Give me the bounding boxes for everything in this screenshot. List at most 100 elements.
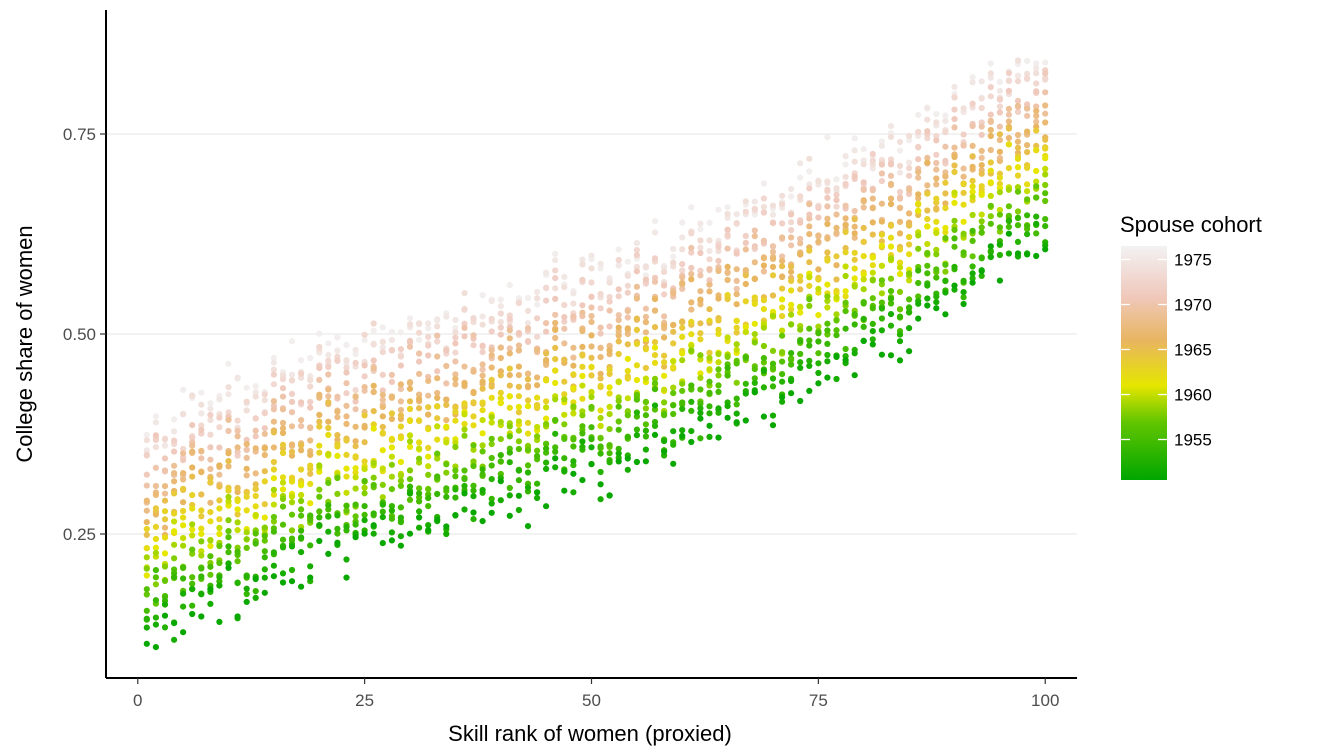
data-point xyxy=(606,323,613,330)
data-point xyxy=(769,211,777,218)
data-point xyxy=(896,147,904,154)
data-point xyxy=(697,249,704,257)
data-point xyxy=(234,527,241,534)
data-point xyxy=(642,458,650,465)
data-point xyxy=(579,309,586,316)
data-point xyxy=(397,472,404,479)
data-point xyxy=(334,414,341,421)
data-point xyxy=(951,153,958,161)
data-point xyxy=(942,224,949,232)
data-point xyxy=(915,315,922,322)
data-point xyxy=(425,486,432,493)
data-point xyxy=(434,490,441,498)
data-point xyxy=(515,342,523,349)
data-point xyxy=(361,373,368,380)
data-point xyxy=(1042,190,1049,197)
data-point xyxy=(470,509,477,516)
data-point xyxy=(751,389,758,396)
data-point xyxy=(570,410,577,417)
data-point xyxy=(561,435,568,442)
data-point xyxy=(216,462,223,469)
data-point xyxy=(388,410,395,417)
data-point xyxy=(416,445,423,452)
data-point xyxy=(878,315,886,322)
data-point xyxy=(670,410,677,418)
data-point xyxy=(706,403,713,410)
data-point xyxy=(751,198,758,205)
data-point xyxy=(189,546,196,553)
data-point xyxy=(588,343,595,350)
data-point xyxy=(216,559,223,567)
data-point xyxy=(225,450,232,457)
data-point xyxy=(207,537,214,544)
data-point xyxy=(316,486,323,493)
data-point xyxy=(189,532,196,539)
data-point xyxy=(615,257,622,264)
data-point xyxy=(397,458,404,466)
data-point xyxy=(633,396,641,403)
data-point xyxy=(624,341,631,348)
data-point xyxy=(497,344,504,351)
data-point xyxy=(425,444,432,451)
data-point xyxy=(887,300,895,307)
data-point xyxy=(488,315,495,322)
data-point xyxy=(651,218,659,225)
data-point xyxy=(470,332,477,339)
data-point xyxy=(470,463,477,470)
data-point xyxy=(334,347,341,354)
data-point xyxy=(352,485,359,492)
data-point xyxy=(579,261,586,268)
data-point xyxy=(706,266,713,273)
data-point xyxy=(298,417,305,424)
data-point xyxy=(307,512,314,519)
data-point xyxy=(978,162,985,169)
data-point xyxy=(180,470,187,477)
data-point xyxy=(180,522,187,529)
data-point xyxy=(633,268,641,275)
data-point xyxy=(524,320,532,327)
data-point xyxy=(633,326,641,333)
data-point xyxy=(588,388,595,396)
data-point xyxy=(715,382,722,389)
data-point xyxy=(878,138,886,145)
data-point xyxy=(1033,80,1040,87)
data-point xyxy=(216,574,223,581)
data-point xyxy=(642,346,650,353)
data-point xyxy=(1014,214,1022,221)
data-point xyxy=(742,324,749,331)
data-point xyxy=(987,74,994,81)
data-point xyxy=(769,202,777,209)
data-point xyxy=(842,161,849,168)
data-point xyxy=(606,442,613,449)
data-point xyxy=(534,453,541,460)
data-point xyxy=(352,359,359,366)
data-point xyxy=(860,316,867,323)
data-point xyxy=(352,534,359,541)
data-point xyxy=(406,343,414,350)
data-point xyxy=(261,397,268,404)
data-point xyxy=(325,352,332,359)
data-point xyxy=(143,586,150,593)
data-point xyxy=(615,338,622,345)
data-point xyxy=(488,352,495,359)
data-point xyxy=(434,316,441,323)
data-point xyxy=(234,613,241,620)
data-point xyxy=(887,288,895,295)
data-point xyxy=(207,417,214,424)
data-point xyxy=(279,544,287,551)
data-point xyxy=(406,385,414,392)
data-point xyxy=(960,131,967,138)
data-point xyxy=(443,493,450,500)
data-point xyxy=(824,304,831,311)
data-point xyxy=(942,172,949,180)
data-point xyxy=(851,223,858,230)
data-point xyxy=(887,222,895,229)
data-point xyxy=(234,433,241,440)
data-point xyxy=(942,143,949,150)
data-point xyxy=(978,154,985,161)
data-point xyxy=(733,277,740,284)
data-point xyxy=(651,255,659,262)
data-point xyxy=(216,414,223,421)
data-point xyxy=(470,458,477,465)
